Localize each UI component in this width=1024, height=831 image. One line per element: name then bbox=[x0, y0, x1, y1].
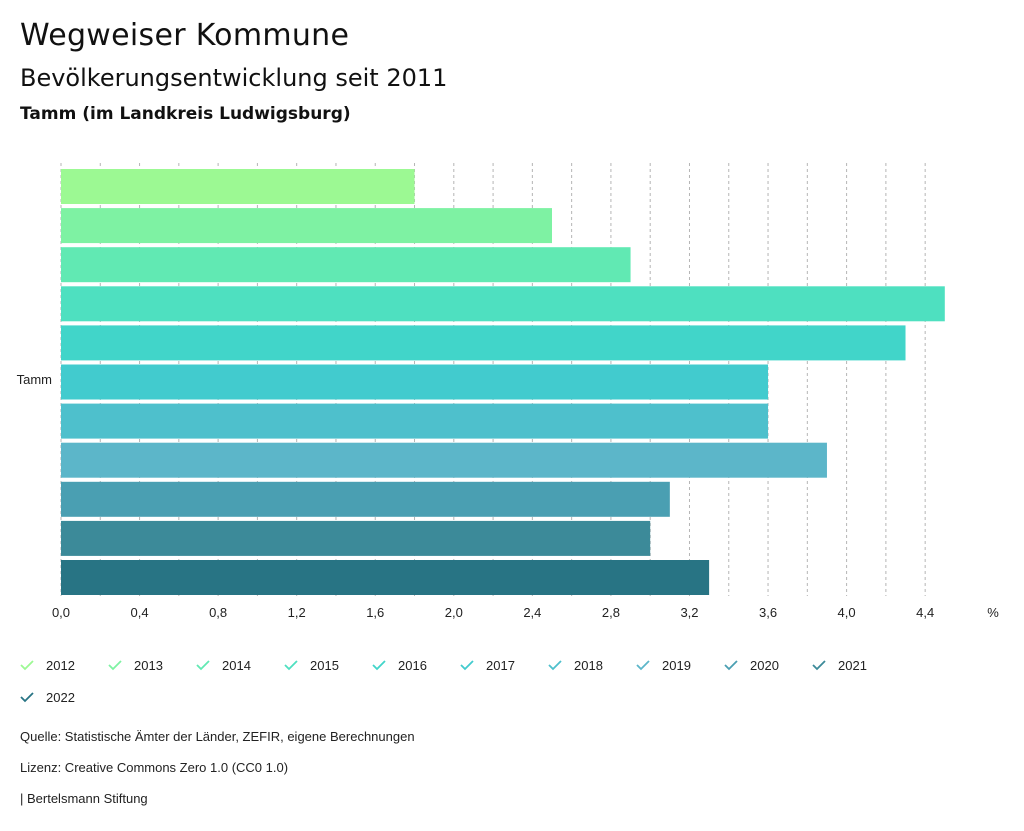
x-tick-label: 3,2 bbox=[680, 605, 698, 620]
bar-2018[interactable] bbox=[61, 403, 769, 439]
x-tick-label: 3,6 bbox=[759, 605, 777, 620]
x-axis-ticks: 0,0 0,4 0,8 1,2 1,6 2,0 2,4 2,8 3,2 3,6 4,0 4,4 bbox=[52, 605, 934, 620]
legend-label: 2013 bbox=[134, 657, 163, 673]
x-tick-label: 0,0 bbox=[52, 605, 70, 620]
legend-item-2012[interactable]: 2012 bbox=[20, 655, 75, 675]
legend-label: 2019 bbox=[662, 657, 691, 673]
region-label: Tamm (im Landkreis Ludwigsburg) bbox=[20, 104, 351, 124]
legend-item-2018[interactable]: 2018 bbox=[548, 655, 603, 675]
bar-2017[interactable] bbox=[61, 364, 769, 400]
legend-item-2014[interactable]: 2014 bbox=[196, 655, 251, 675]
x-tick-label: 4,0 bbox=[838, 605, 856, 620]
x-tick-label: 0,4 bbox=[131, 605, 149, 620]
category-label: Tamm bbox=[17, 372, 52, 387]
checkmark-icon bbox=[372, 660, 386, 671]
bar-2020[interactable] bbox=[61, 481, 670, 517]
bar-2019[interactable] bbox=[61, 442, 827, 478]
legend-label: 2012 bbox=[46, 657, 75, 673]
legend-label: 2014 bbox=[222, 657, 251, 673]
legend-item-2015[interactable]: 2015 bbox=[284, 655, 339, 675]
chart-subtitle: Bevölkerungsentwicklung seit 2011 bbox=[20, 64, 448, 92]
bar-2022[interactable] bbox=[61, 560, 710, 595]
legend-item-2021[interactable]: 2021 bbox=[812, 655, 867, 675]
bar-2015[interactable] bbox=[61, 286, 945, 322]
legend-label: 2021 bbox=[838, 657, 867, 673]
checkmark-icon bbox=[460, 660, 474, 671]
legend-label: 2016 bbox=[398, 657, 427, 673]
legend-label: 2018 bbox=[574, 657, 603, 673]
checkmark-icon bbox=[20, 660, 34, 671]
checkmark-icon bbox=[812, 660, 826, 671]
x-tick-label: 4,4 bbox=[916, 605, 934, 620]
checkmark-icon bbox=[108, 660, 122, 671]
page-title: Wegweiser Kommune bbox=[20, 18, 350, 53]
checkmark-icon bbox=[548, 660, 562, 671]
legend-item-2020[interactable]: 2020 bbox=[724, 655, 779, 675]
x-tick-label: 2,8 bbox=[602, 605, 620, 620]
bar-2014[interactable] bbox=[61, 247, 631, 283]
legend-item-2022[interactable]: 2022 bbox=[20, 687, 75, 707]
legend-label: 2017 bbox=[486, 657, 515, 673]
x-tick-label: 2,4 bbox=[523, 605, 541, 620]
legend-item-2017[interactable]: 2017 bbox=[460, 655, 515, 675]
legend-label: 2015 bbox=[310, 657, 339, 673]
checkmark-icon bbox=[284, 660, 298, 671]
bar-2021[interactable] bbox=[61, 520, 651, 556]
checkmark-icon bbox=[724, 660, 738, 671]
bar-chart: Tamm 0,0 0,4 0,8 1,2 1,6 2,0 2,4 2,8 3,2 3,6 4,0 4,… bbox=[17, 163, 999, 620]
x-tick-label: 2,0 bbox=[445, 605, 463, 620]
x-axis-unit: % bbox=[987, 605, 999, 620]
legend-label: 2020 bbox=[750, 657, 779, 673]
bar-2012[interactable] bbox=[61, 169, 415, 204]
legend-label: 2022 bbox=[46, 689, 75, 705]
x-tick-label: 0,8 bbox=[209, 605, 227, 620]
bars bbox=[61, 169, 945, 595]
checkmark-icon bbox=[636, 660, 650, 671]
checkmark-icon bbox=[20, 692, 34, 703]
publisher-note: | Bertelsmann Stiftung bbox=[20, 791, 148, 806]
x-tick-label: 1,2 bbox=[288, 605, 306, 620]
legend-item-2013[interactable]: 2013 bbox=[108, 655, 163, 675]
license-note: Lizenz: Creative Commons Zero 1.0 (CC0 1… bbox=[20, 760, 289, 775]
x-tick-label: 1,6 bbox=[366, 605, 384, 620]
bar-2016[interactable] bbox=[61, 325, 906, 361]
legend-item-2019[interactable]: 2019 bbox=[636, 655, 691, 675]
source-note: Quelle: Statistische Ämter der Länder, Z… bbox=[20, 729, 415, 744]
bar-2013[interactable] bbox=[61, 208, 552, 244]
checkmark-icon bbox=[196, 660, 210, 671]
legend-item-2016[interactable]: 2016 bbox=[372, 655, 427, 675]
